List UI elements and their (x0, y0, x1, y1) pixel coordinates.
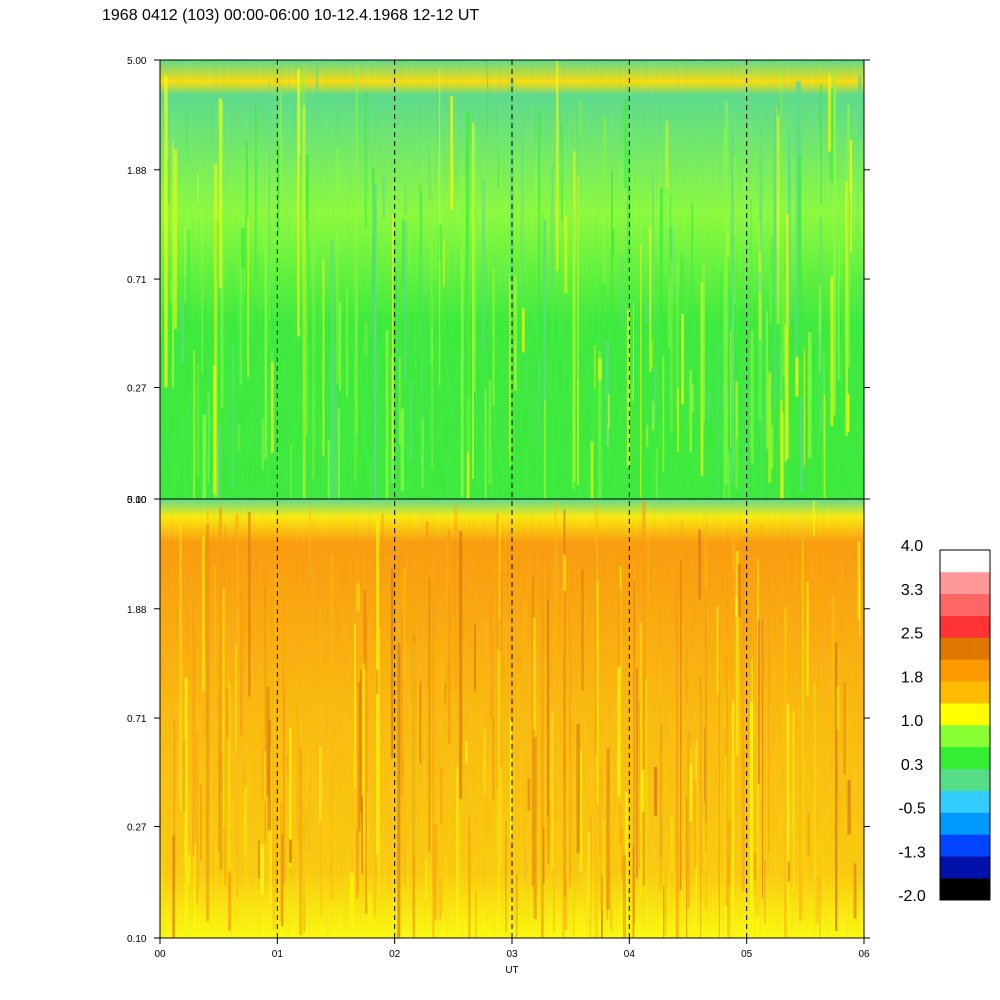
colorbar-swatch (940, 834, 990, 857)
x-tick-label: 03 (506, 949, 518, 960)
colorbar: 4.0 3.3 2.5 1.8 1.0 0.3 -0.5 -1.3 -2.0 (898, 538, 991, 905)
colorbar-tick-label: 2.5 (901, 626, 923, 643)
x-tick-label: 00 (154, 949, 166, 960)
y-tick-label: 0.10 (127, 934, 147, 945)
x-tick-label: 05 (741, 949, 753, 960)
colorbar-swatch (940, 812, 990, 835)
x-tick-label: 02 (389, 949, 401, 960)
y-axis-ticks: 0.100.270.711.885.000.100.270.711.885.00 (127, 56, 870, 945)
y-tick-label: 5.00 (127, 56, 147, 67)
colorbar-swatch (940, 703, 990, 726)
y-tick-label: 0.10 (127, 495, 147, 506)
colorbar-tick-label: -0.5 (898, 801, 926, 818)
x-tick-label: 04 (624, 949, 636, 960)
colorbar-swatch (940, 659, 990, 682)
colorbar-tick-label: 1.8 (901, 669, 923, 686)
colorbar-tick-label: -1.3 (898, 844, 926, 861)
colorbar-tick-label: 1.0 (901, 713, 923, 730)
colorbar-swatch (940, 856, 990, 879)
y-tick-label: 0.71 (127, 275, 147, 286)
colorbar-swatch (940, 571, 990, 595)
dashed-gridlines (276, 60, 748, 938)
colorbar-swatch (940, 725, 990, 748)
colorbar-tick-label: 3.3 (901, 582, 923, 599)
colorbar-swatch (940, 550, 990, 573)
colorbar-swatch (940, 768, 990, 791)
colorbar-swatch (940, 878, 990, 901)
colorbar-swatch (940, 681, 990, 704)
colorbar-swatch (940, 593, 990, 616)
colorbar-swatch (940, 746, 990, 770)
x-tick-label: 06 (858, 949, 870, 960)
y-tick-label: 1.88 (127, 605, 147, 616)
colorbar-frame (939, 549, 991, 901)
colorbar-tick-label: 0.3 (901, 757, 923, 774)
y-tick-label: 0.71 (127, 714, 147, 725)
colorbar-swatch (940, 790, 990, 813)
colorbar-tick-label: 4.0 (901, 538, 923, 555)
x-axis-label: UT (505, 965, 518, 976)
colorbar-tick-label: -2.0 (898, 888, 926, 905)
y-tick-label: 0.27 (127, 823, 147, 834)
x-axis-ticks: 00 01 02 03 04 05 06 (154, 938, 870, 960)
figure-title: 1968 0412 (103) 00:00-06:00 10-12.4.1968… (102, 7, 479, 24)
colorbar-swatch (940, 637, 990, 660)
y-tick-label: 5.00 (127, 495, 147, 506)
x-tick-label: 01 (272, 949, 284, 960)
y-tick-label: 0.27 (127, 384, 147, 395)
colorbar-swatch (940, 615, 990, 638)
y-tick-label: 1.88 (127, 166, 147, 177)
